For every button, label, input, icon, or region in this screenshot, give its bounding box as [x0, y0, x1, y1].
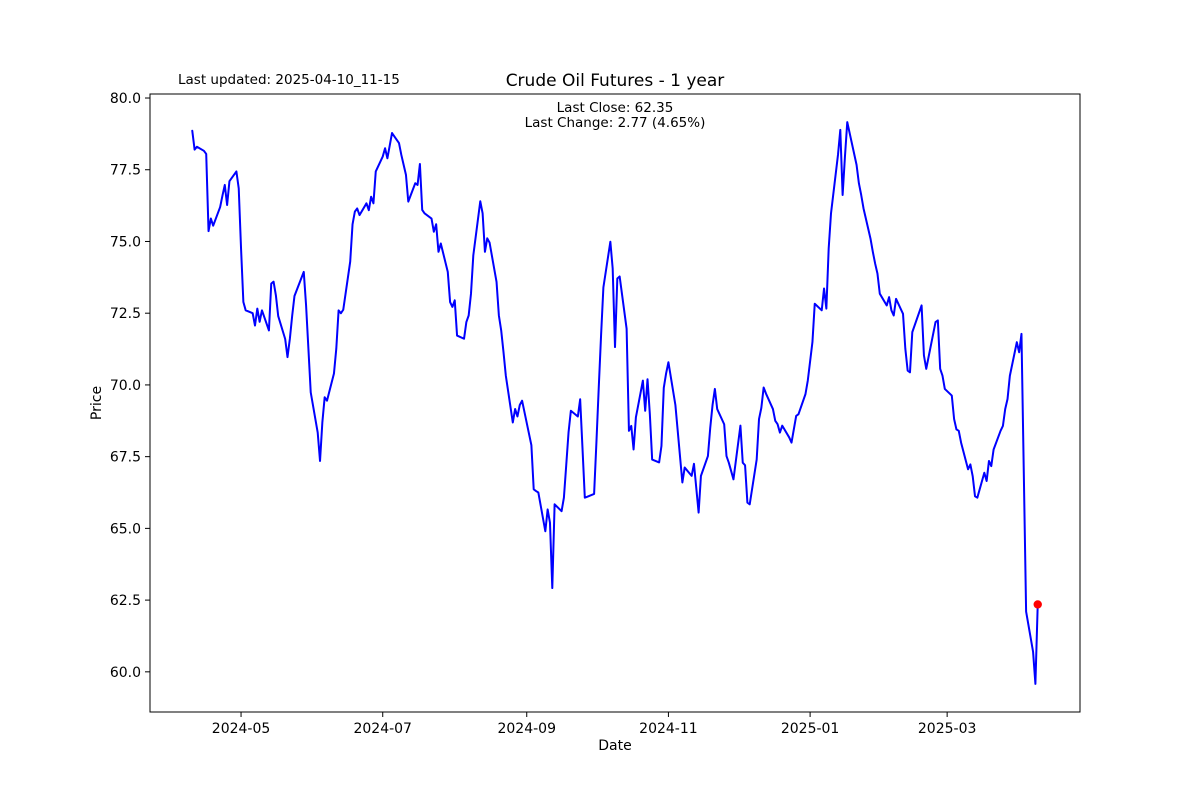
- x-tick-label: 2024-11: [639, 721, 698, 737]
- x-tick-label: 2025-03: [918, 721, 977, 737]
- last-price-marker: [1033, 600, 1042, 609]
- y-tick-label: 77.5: [110, 163, 141, 179]
- x-tick-label: 2024-09: [497, 721, 556, 737]
- y-tick-label: 80.0: [110, 91, 141, 107]
- last-close-annotation: Last Close: 62.35: [556, 100, 674, 116]
- x-tick-label: 2025-01: [781, 721, 840, 737]
- plot-area-border: [149, 93, 1081, 713]
- x-tick-label: 2024-07: [353, 721, 412, 737]
- y-axis-label-text: Price: [89, 385, 105, 421]
- y-tick-label: 72.5: [110, 306, 141, 322]
- y-tick-label: 62.5: [110, 593, 141, 609]
- y-tick-label: 70.0: [110, 378, 141, 394]
- x-axis-label: Date: [598, 738, 632, 754]
- price-line: [191, 121, 1039, 685]
- x-tick-label: 2024-05: [212, 721, 271, 737]
- y-tick-label: 67.5: [110, 450, 141, 466]
- chart-title: Crude Oil Futures - 1 year: [505, 71, 725, 91]
- y-tick-label: 60.0: [110, 665, 141, 681]
- last-updated-annotation: Last updated: 2025-04-10_11-15: [178, 72, 400, 88]
- last-change-annotation: Last Change: 2.77 (4.65%): [524, 115, 706, 131]
- y-tick-label: 75.0: [110, 234, 141, 250]
- y-tick-label: 65.0: [110, 521, 141, 537]
